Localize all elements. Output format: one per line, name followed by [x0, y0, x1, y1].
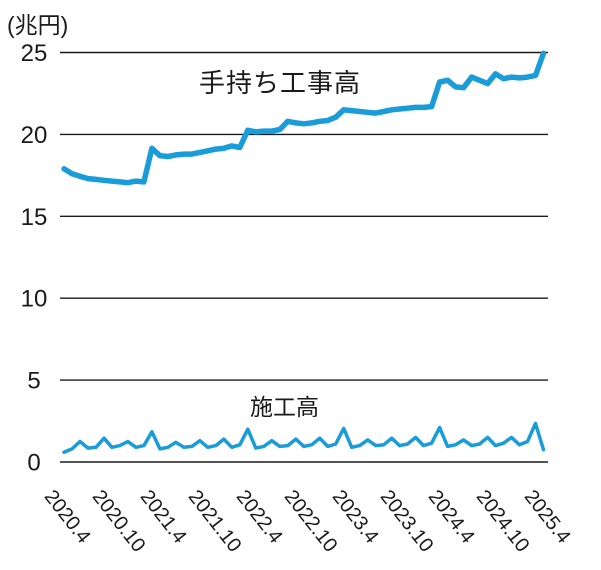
y-tick-label: 25	[21, 40, 48, 67]
series-label-volume: 施工高	[250, 394, 319, 420]
y-tick-label: 10	[21, 286, 48, 313]
y-axis-unit-label: (兆円)	[7, 12, 69, 38]
y-tick-label: 20	[21, 122, 48, 149]
y-tick-label: 0	[27, 450, 40, 477]
y-tick-label: 15	[21, 204, 48, 231]
y-tick-label: 5	[27, 368, 40, 395]
series-label-backlog: 手持ち工事高	[199, 68, 362, 98]
series-line-backlog	[61, 50, 547, 186]
series-line-volume	[62, 421, 546, 454]
